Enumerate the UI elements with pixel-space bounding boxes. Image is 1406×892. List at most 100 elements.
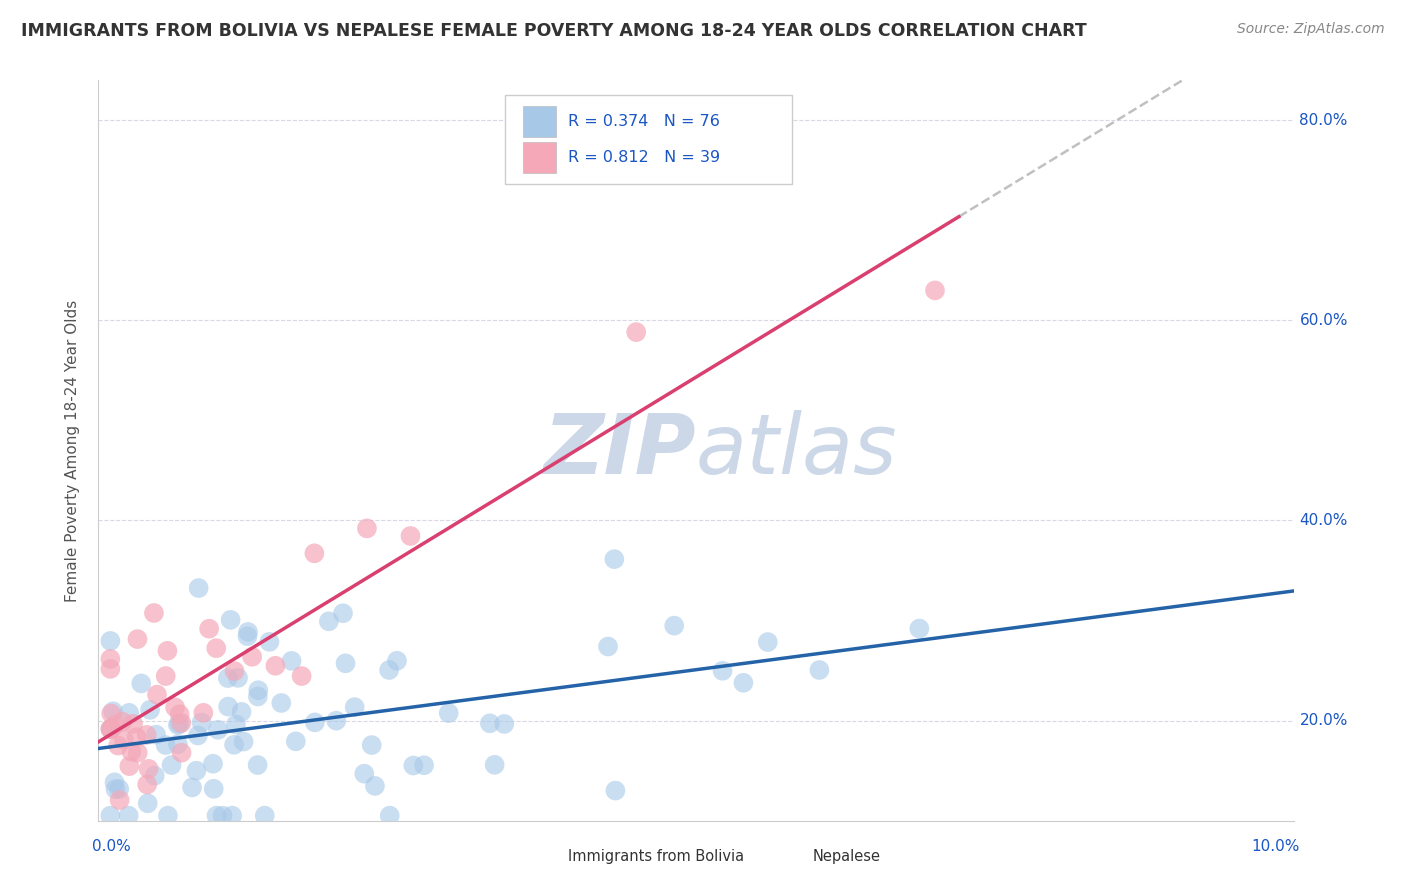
Point	[222, 738, 245, 752]
Point	[145, 728, 167, 742]
Point	[181, 780, 204, 795]
Point	[437, 706, 460, 720]
FancyBboxPatch shape	[534, 849, 561, 865]
Point	[335, 657, 357, 671]
Point	[118, 759, 141, 773]
Point	[198, 622, 221, 636]
Point	[217, 671, 239, 685]
Point	[107, 739, 129, 753]
Point	[118, 808, 141, 822]
Point	[187, 729, 209, 743]
Point	[224, 664, 246, 678]
Point	[413, 758, 436, 772]
Text: Source: ZipAtlas.com: Source: ZipAtlas.com	[1237, 22, 1385, 37]
FancyBboxPatch shape	[779, 849, 806, 865]
Point	[169, 707, 191, 722]
Point	[112, 732, 135, 747]
Text: 20.0%: 20.0%	[1299, 713, 1348, 728]
Point	[155, 738, 177, 752]
Point	[142, 606, 165, 620]
Text: 40.0%: 40.0%	[1299, 513, 1348, 528]
Point	[202, 756, 225, 771]
Point	[98, 808, 122, 822]
Point	[284, 734, 307, 748]
Point	[264, 658, 287, 673]
FancyBboxPatch shape	[505, 95, 792, 184]
Point	[135, 728, 157, 742]
FancyBboxPatch shape	[523, 142, 557, 173]
Point	[219, 613, 242, 627]
Text: Nepalese: Nepalese	[813, 848, 882, 863]
Point	[205, 808, 228, 822]
Point	[304, 715, 326, 730]
Point	[494, 717, 516, 731]
Point	[108, 781, 131, 796]
Point	[139, 703, 162, 717]
Text: 10.0%: 10.0%	[1251, 839, 1299, 855]
Point	[236, 624, 259, 639]
Point	[280, 654, 302, 668]
Point	[356, 521, 378, 535]
Point	[104, 782, 127, 797]
Point	[167, 718, 190, 732]
Point	[108, 793, 131, 807]
Point	[664, 618, 686, 632]
Point	[136, 797, 159, 811]
Point	[169, 716, 191, 731]
Point	[103, 775, 125, 789]
Text: IMMIGRANTS FROM BOLIVIA VS NEPALESE FEMALE POVERTY AMONG 18-24 YEAR OLDS CORRELA: IMMIGRANTS FROM BOLIVIA VS NEPALESE FEMA…	[21, 22, 1087, 40]
Point	[221, 808, 243, 822]
Point	[253, 808, 276, 822]
Point	[202, 781, 225, 796]
Point	[205, 641, 228, 656]
Point	[231, 705, 253, 719]
Point	[232, 734, 254, 748]
Text: R = 0.374   N = 76: R = 0.374 N = 76	[568, 114, 720, 129]
Point	[118, 706, 141, 720]
Point	[186, 764, 208, 778]
Point	[160, 758, 183, 772]
Point	[138, 762, 160, 776]
Point	[226, 671, 249, 685]
Point	[156, 644, 179, 658]
Point	[98, 634, 122, 648]
Point	[924, 284, 946, 298]
Point	[125, 730, 148, 744]
Point	[291, 669, 314, 683]
Point	[343, 700, 366, 714]
Point	[484, 757, 506, 772]
Point	[166, 737, 188, 751]
Text: R = 0.812   N = 39: R = 0.812 N = 39	[568, 150, 720, 165]
Point	[808, 663, 831, 677]
Point	[225, 717, 247, 731]
Point	[304, 546, 326, 560]
Point	[402, 758, 425, 772]
Point	[143, 769, 166, 783]
Point	[155, 669, 177, 683]
Point	[246, 758, 269, 772]
Point	[98, 662, 122, 676]
Point	[98, 722, 122, 736]
Point	[217, 699, 239, 714]
Point	[246, 690, 269, 704]
Point	[193, 706, 215, 720]
Point	[378, 663, 401, 677]
Point	[259, 635, 281, 649]
Point	[122, 717, 145, 731]
Point	[325, 714, 347, 728]
Point	[364, 779, 387, 793]
Point	[756, 635, 779, 649]
Text: 80.0%: 80.0%	[1299, 112, 1348, 128]
Point	[240, 649, 263, 664]
Point	[270, 696, 292, 710]
Point	[385, 654, 408, 668]
Point	[360, 738, 382, 752]
Point	[101, 704, 124, 718]
Point	[190, 715, 212, 730]
Point	[127, 632, 149, 646]
FancyBboxPatch shape	[523, 106, 557, 137]
Text: atlas: atlas	[696, 410, 897, 491]
Point	[98, 652, 122, 666]
Point	[170, 715, 193, 730]
Y-axis label: Female Poverty Among 18-24 Year Olds: Female Poverty Among 18-24 Year Olds	[65, 300, 80, 601]
